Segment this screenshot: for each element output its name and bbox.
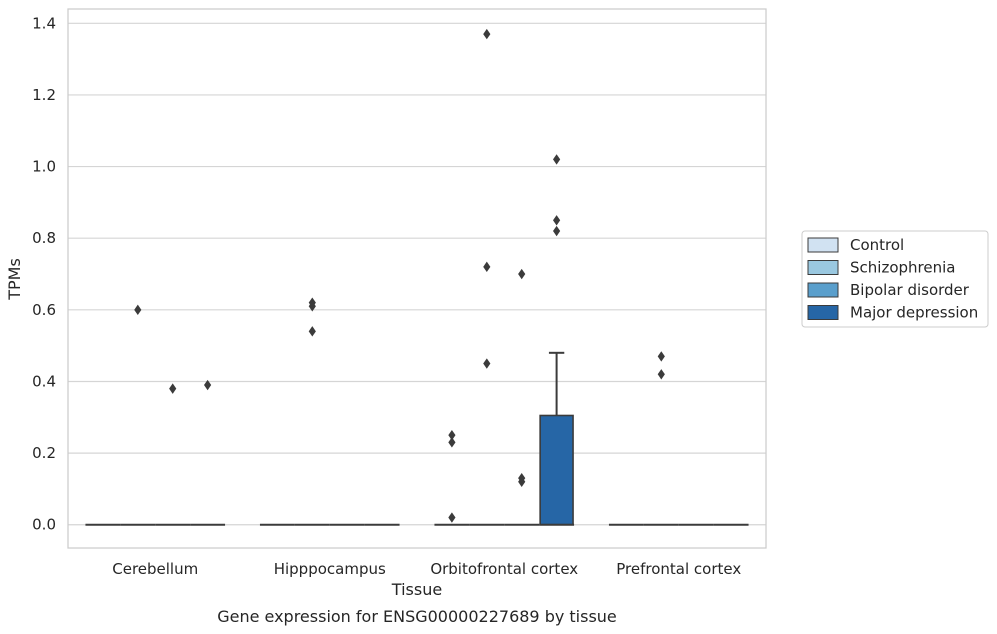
legend-label: Control [850, 236, 904, 254]
legend-label: Major depression [850, 304, 978, 322]
box-major-depression [539, 154, 575, 526]
outlier-point [483, 28, 491, 40]
legend-swatch [807, 260, 839, 275]
outlier-point [308, 297, 316, 308]
box-groups [85, 28, 749, 526]
y-tick-label: 0.8 [32, 229, 56, 247]
outlier-point [169, 383, 177, 394]
y-tick-label: 0.0 [32, 516, 56, 534]
box-rect [539, 414, 574, 526]
box-bipolar-disorder [155, 383, 191, 526]
outlier-point [448, 429, 456, 441]
outlier-point [657, 351, 665, 362]
box-schizophrenia [469, 28, 505, 526]
outlier-point [657, 369, 665, 380]
outlier-point [483, 358, 491, 369]
outlier-point [448, 512, 456, 523]
legend: Control Schizophrenia Bipolar disorder Majo… [801, 230, 989, 328]
outlier-point [518, 472, 526, 484]
x-axis-ticks: Cerebellum Hipppocampus Orbitofrontal cort… [112, 560, 741, 578]
outlier-point [553, 225, 561, 237]
y-tick-label: 1.2 [32, 86, 56, 104]
legend-label: Schizophrenia [850, 259, 955, 277]
x-tick-label: Hipppocampus [274, 560, 386, 578]
x-tick-label: Prefrontal cortex [616, 560, 741, 578]
y-axis-label: TPMs [5, 258, 24, 301]
outlier-point [448, 437, 456, 448]
outlier-point [204, 379, 212, 391]
x-axis-label: Tissue [391, 580, 442, 599]
outlier-point [553, 154, 561, 165]
outlier-point [553, 215, 561, 226]
y-tick-label: 0.4 [32, 372, 56, 390]
plot-area [67, 8, 767, 549]
box-major-depression [190, 379, 226, 526]
x-tick-label: Orbitofrontal cortex [430, 560, 578, 578]
box-schizophrenia [120, 304, 156, 526]
outlier-point [518, 268, 526, 280]
outlier-point [483, 261, 491, 273]
y-tick-label: 1.0 [32, 158, 56, 176]
x-tick-label: Cerebellum [112, 560, 198, 578]
y-tick-label: 0.2 [32, 444, 56, 462]
y-tick-label: 1.4 [32, 14, 56, 32]
outlier-point [308, 326, 316, 337]
legend-label: Bipolar disorder [850, 281, 970, 299]
legend-frame [801, 230, 989, 328]
legend-swatch [807, 305, 839, 320]
box-schizophrenia [643, 351, 679, 526]
gridlines [68, 22, 766, 526]
chart-caption: Gene expression for ENSG00000227689 by t… [217, 607, 617, 626]
box-control [434, 429, 470, 526]
outlier-point [134, 304, 142, 316]
box-schizophrenia [294, 297, 330, 526]
box-bipolar-disorder [504, 268, 540, 526]
legend-swatch [807, 282, 839, 298]
legend-swatch [807, 237, 839, 253]
y-tick-label: 0.6 [32, 301, 56, 319]
y-axis-ticks: 0.0 0.2 0.4 0.6 0.8 1.0 1.2 1.4 [32, 14, 56, 533]
